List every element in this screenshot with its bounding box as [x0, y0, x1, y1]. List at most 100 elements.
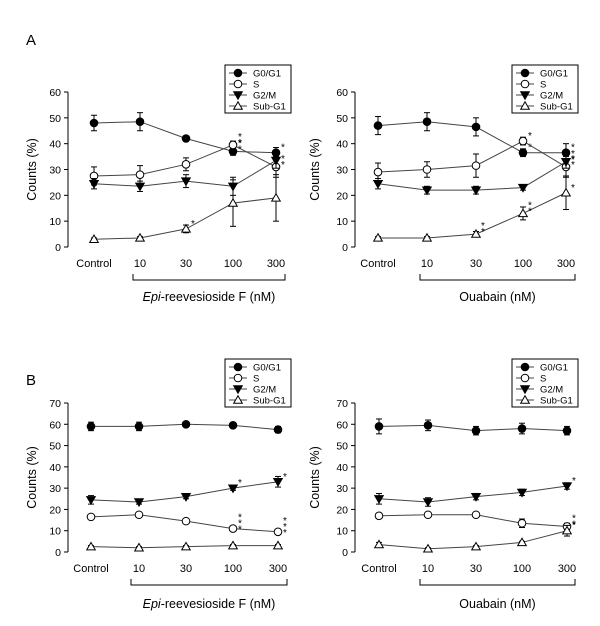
x-axis-label: Ouabain (nM) [459, 290, 535, 304]
y-tick-label: 70 [336, 398, 348, 410]
series-g2-m: * [373, 476, 576, 508]
significance-star: * [281, 154, 285, 165]
data-point [85, 496, 97, 506]
data-point [227, 484, 239, 494]
legend-label: G2/M [253, 385, 276, 396]
x-tick-label: Control [361, 563, 396, 575]
x-axis-label: Epi-reevesioside F (nM) [143, 597, 276, 611]
significance-star: * [238, 138, 242, 149]
y-tick-label: 10 [49, 526, 61, 538]
x-axis-label-italic: Epi [143, 290, 162, 304]
legend-label: Sub-G1 [540, 396, 573, 407]
significance-star: * [572, 521, 576, 532]
y-tick-label: 0 [342, 242, 348, 254]
data-point [135, 170, 145, 179]
significance-star: * [238, 144, 242, 155]
legend-label: S [540, 374, 546, 385]
chart-4: 0 10 20 30 40 50 60 70 Counts (%) Control 10 30 100 3… [308, 358, 579, 611]
significance-star: * [572, 513, 576, 524]
data-point [181, 419, 191, 429]
panel-label-a: A [26, 32, 37, 49]
data-point [273, 527, 283, 537]
x-tick-label: 30 [470, 258, 482, 270]
y-tick-label: 30 [49, 483, 61, 495]
data-point [89, 118, 99, 128]
data-point [471, 426, 481, 435]
y-tick-label: 40 [336, 462, 348, 474]
data-point [134, 510, 144, 520]
data-point [133, 498, 145, 508]
y-tick-label: 40 [49, 139, 61, 151]
significance-star: * [283, 472, 287, 483]
significance-star: * [528, 131, 532, 142]
y-tick-label: 50 [336, 113, 348, 125]
series-s: *** [373, 131, 575, 182]
legend-marker [520, 362, 530, 372]
dose-bracket [130, 579, 288, 586]
series-g2-m: ** [372, 149, 575, 196]
legend-marker [232, 100, 244, 110]
y-tick-label: 10 [336, 526, 348, 538]
data-point [88, 180, 100, 189]
legend-marker [519, 91, 531, 101]
data-point [517, 208, 529, 218]
data-point [228, 140, 238, 150]
x-axis-label: Ouabain (nM) [459, 597, 535, 611]
data-point [228, 421, 238, 430]
y-axis-label: Counts (%) [25, 446, 39, 509]
significance-star: * [571, 160, 575, 171]
data-point [471, 510, 481, 520]
y-tick-label: 10 [49, 216, 61, 228]
legend-marker [520, 79, 530, 89]
x-tick-label: 100 [224, 258, 242, 270]
x-tick-label: 10 [134, 258, 146, 270]
data-point [272, 478, 284, 487]
series-sub-g1: ***** [372, 175, 575, 242]
data-point [561, 525, 573, 535]
data-point [560, 158, 572, 167]
legend-label: G0/G1 [253, 69, 281, 80]
legend-marker [233, 68, 243, 78]
data-point [470, 492, 482, 502]
data-point [372, 180, 384, 189]
data-point [516, 488, 528, 498]
y-tick-label: 50 [49, 441, 61, 453]
x-tick-label: 300 [267, 258, 285, 270]
series-g0-g1 [374, 418, 572, 436]
data-point [270, 156, 282, 166]
chart-1: 0 10 20 30 40 50 60 Counts (%) Control 10 30 100 300… [25, 64, 292, 304]
data-point [373, 167, 383, 177]
data-point [135, 117, 145, 127]
data-point [423, 510, 433, 520]
y-tick-label: 0 [342, 547, 348, 559]
y-tick-label: 20 [49, 190, 61, 202]
x-tick-label: Control [73, 563, 108, 575]
x-tick-label: 100 [514, 258, 532, 270]
legend-label: G2/M [540, 91, 563, 102]
significance-star: * [281, 143, 285, 154]
legend-label: Sub-G1 [253, 396, 286, 407]
data-point [181, 134, 191, 143]
x-tick-label: 10 [421, 258, 433, 270]
y-tick-label: 40 [336, 139, 348, 151]
significance-star: * [481, 227, 485, 238]
chart-2: 0 10 20 30 40 50 60 Counts (%) Control 10 30 100 300… [308, 64, 579, 304]
significance-star: * [571, 183, 575, 194]
data-point [86, 512, 96, 522]
series-g2-m [88, 152, 282, 196]
x-tick-label: Control [360, 258, 395, 270]
data-point [133, 542, 145, 552]
dose-bracket [419, 274, 576, 281]
x-tick-label: 300 [558, 563, 576, 575]
legend-label: S [540, 80, 546, 91]
significance-star: * [238, 132, 242, 143]
x-tick-label: 300 [557, 258, 575, 270]
y-tick-label: 20 [336, 504, 348, 516]
significance-star: * [528, 200, 532, 211]
series-g0-g1 [86, 419, 283, 434]
